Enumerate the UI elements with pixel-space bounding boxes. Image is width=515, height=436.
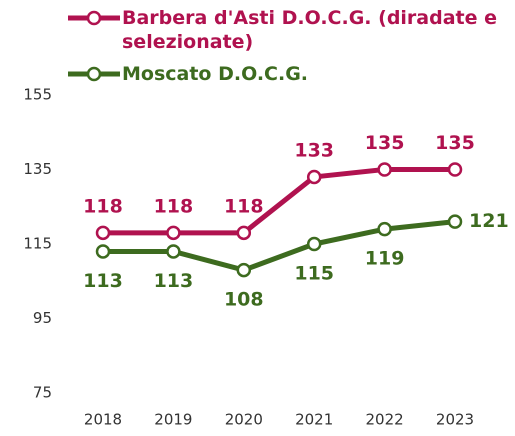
marker [447,162,463,177]
legend-entry: Barbera d'Asti D.O.C.G. (diradate e sele… [66,6,515,54]
data-label: 113 [154,270,194,292]
legend-label: Moscato D.O.C.G. [122,63,309,85]
marker [377,162,392,177]
marker [236,262,252,278]
data-label: 119 [365,248,405,270]
legend-marker [86,66,102,82]
data-label: 133 [294,139,334,161]
y-tick-label: 155 [23,86,52,104]
marker [166,225,181,241]
legend-marker [86,10,102,26]
line [103,167,455,236]
marker [447,214,463,229]
y-tick-label: 135 [23,160,52,178]
y-tick-label: 75 [33,384,52,402]
x-tick-label: 2022 [366,411,404,429]
data-label: 118 [154,195,194,217]
x-tick-label: 2019 [154,411,192,429]
data-label: 113 [83,270,123,292]
y-tick-label: 95 [33,309,52,327]
data-label: 108 [224,289,264,311]
data-label: 135 [365,132,405,154]
marker [95,244,111,259]
y-tick-label: 115 [23,235,52,253]
x-tick-label: 2020 [225,411,263,429]
data-label: 121 [469,210,509,232]
data-label: 135 [435,132,475,154]
legend-icon [68,10,120,26]
line [103,219,456,273]
marker [166,244,181,259]
marker [306,169,322,185]
x-tick-label: 2023 [436,411,474,429]
data-label: 118 [83,195,123,217]
data-label: 115 [294,263,334,285]
x-tick-label: 2021 [295,411,333,429]
marker [95,225,111,241]
marker [306,236,322,252]
legend-label: Barbera d'Asti D.O.C.G. (diradate e sele… [122,7,498,53]
x-tick-label: 2018 [84,411,122,429]
marker [377,221,392,237]
data-label: 118 [224,195,264,217]
marker [236,225,252,241]
legend-icon [68,66,120,82]
legend-entry: Moscato D.O.C.G. [66,62,515,86]
